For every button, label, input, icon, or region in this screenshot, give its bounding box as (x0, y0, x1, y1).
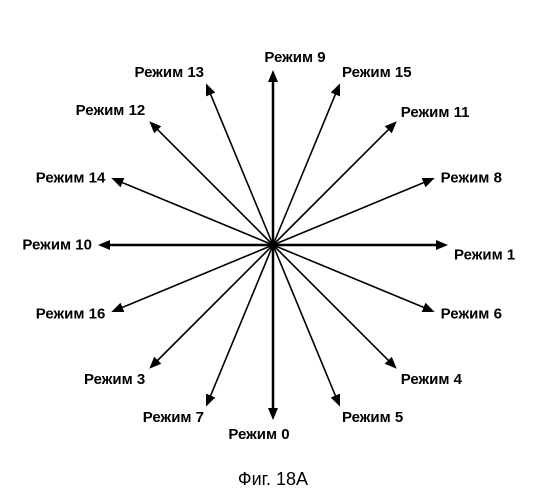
mode-label-5: Режим 5 (342, 409, 403, 426)
mode-label-13: Режим 13 (134, 64, 204, 81)
radial-diagram: Режим 9 Режим 15 Режим 11 Режим 8 Режим 1 Реж… (0, 0, 546, 500)
mode-label-10: Режим 10 (22, 237, 92, 254)
mode-label-0: Режим 0 (228, 426, 289, 443)
mode-label-1: Режим 1 (454, 247, 515, 264)
mode-label-9: Режим 9 (264, 49, 325, 66)
mode-label-14: Режим 14 (36, 170, 106, 187)
mode-label-8: Режим 8 (441, 170, 502, 187)
mode-label-7: Режим 7 (143, 409, 204, 426)
mode-label-12: Режим 12 (76, 102, 146, 119)
mode-label-11: Режим 11 (401, 104, 470, 121)
mode-label-16: Режим 16 (36, 305, 106, 322)
mode-label-3: Режим 3 (84, 371, 145, 388)
mode-label-15: Режим 15 (342, 64, 412, 81)
mode-label-6: Режим 6 (441, 305, 502, 322)
figure-caption: Фиг. 18A (238, 469, 308, 490)
mode-label-4: Режим 4 (401, 371, 462, 388)
